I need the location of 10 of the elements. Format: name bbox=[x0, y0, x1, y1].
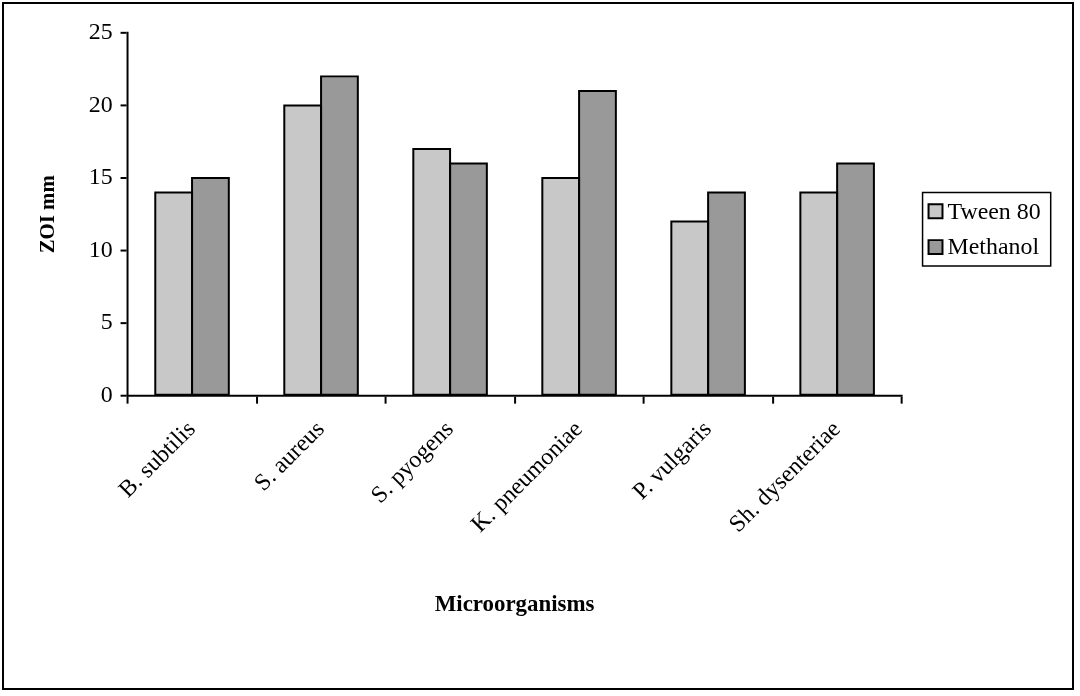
y-tick-label: 15 bbox=[88, 163, 113, 190]
y-tick-label: 0 bbox=[100, 380, 113, 407]
y-tick-label: 20 bbox=[88, 90, 113, 117]
y-tick-label: 25 bbox=[88, 18, 113, 45]
y-axis-title: ZOI mm bbox=[34, 174, 59, 254]
x-axis-title: Microorganisms bbox=[434, 590, 595, 616]
y-tick-label: 10 bbox=[88, 235, 113, 262]
legend-label: Methanol bbox=[947, 233, 1040, 260]
legend-label: Tween 80 bbox=[947, 197, 1041, 224]
y-tick-label: 5 bbox=[100, 308, 113, 335]
